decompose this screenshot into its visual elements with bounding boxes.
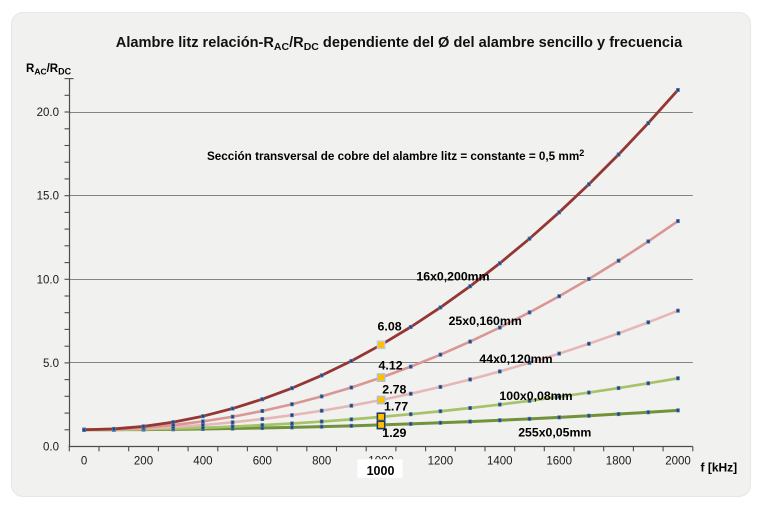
- svg-text:44x0,120mm: 44x0,120mm: [479, 352, 552, 366]
- svg-text:6.08: 6.08: [378, 320, 402, 334]
- svg-text:2000: 2000: [665, 456, 691, 468]
- svg-text:255x0,05mm: 255x0,05mm: [518, 426, 591, 440]
- svg-text:Alambre litz relación-RAC/RDC: Alambre litz relación-RAC/RDC dependient…: [116, 35, 683, 53]
- svg-text:Sección transversal de cobre d: Sección transversal de cobre del alambre…: [207, 148, 584, 163]
- svg-text:20.0: 20.0: [37, 107, 59, 119]
- svg-text:1800: 1800: [606, 456, 632, 468]
- svg-text:100x0,08mm: 100x0,08mm: [499, 389, 572, 403]
- svg-text:25x0,160mm: 25x0,160mm: [449, 314, 522, 328]
- svg-text:15.0: 15.0: [37, 191, 59, 203]
- svg-text:1.29: 1.29: [382, 426, 406, 440]
- svg-text:10.0: 10.0: [37, 274, 59, 286]
- svg-text:16x0,200mm: 16x0,200mm: [416, 270, 489, 284]
- svg-text:0.0: 0.0: [43, 442, 59, 454]
- svg-text:0: 0: [81, 456, 87, 468]
- svg-text:200: 200: [134, 456, 153, 468]
- svg-text:1.77: 1.77: [384, 400, 408, 414]
- svg-text:600: 600: [253, 456, 272, 468]
- svg-text:2.78: 2.78: [382, 383, 406, 397]
- svg-text:RAC/RDC: RAC/RDC: [26, 63, 72, 77]
- svg-text:f [kHz]: f [kHz]: [701, 461, 738, 475]
- svg-text:5.0: 5.0: [43, 358, 59, 370]
- svg-text:800: 800: [312, 456, 331, 468]
- svg-text:1200: 1200: [428, 456, 454, 468]
- svg-text:1000: 1000: [367, 464, 395, 478]
- svg-text:1600: 1600: [546, 456, 572, 468]
- svg-text:4.12: 4.12: [379, 359, 403, 373]
- svg-text:1400: 1400: [487, 456, 513, 468]
- svg-text:400: 400: [193, 456, 212, 468]
